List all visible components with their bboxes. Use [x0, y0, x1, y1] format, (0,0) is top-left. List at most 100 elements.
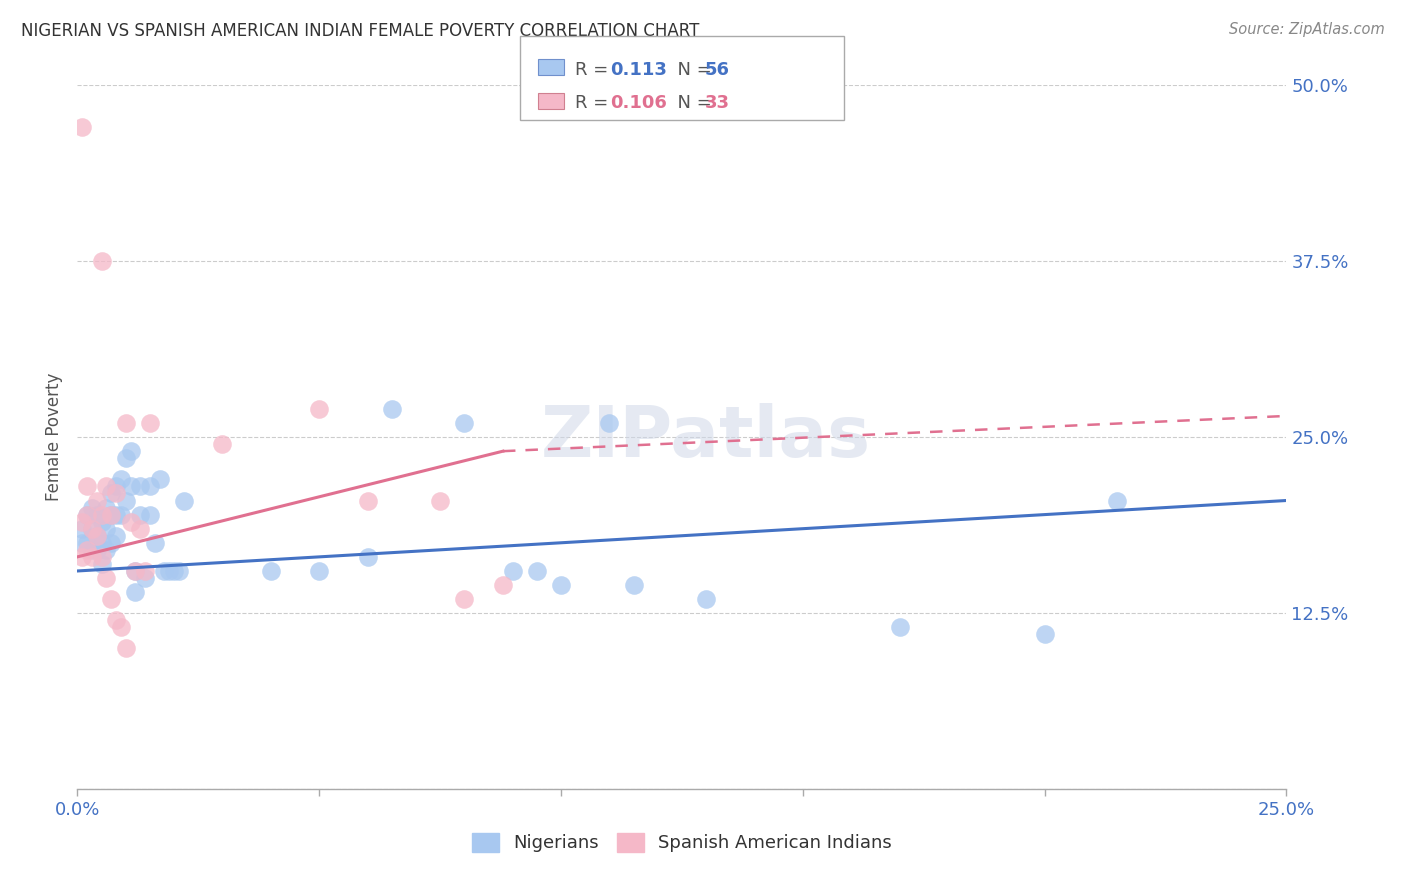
Point [173, 493, 195, 508]
Point [308, 401, 330, 416]
Point [86, 508, 108, 522]
Text: NIGERIAN VS SPANISH AMERICAN INDIAN FEMALE POVERTY CORRELATION CHART: NIGERIAN VS SPANISH AMERICAN INDIAN FEMA… [21, 22, 699, 40]
Text: 33: 33 [704, 94, 730, 112]
Point [453, 416, 475, 430]
Point [105, 486, 128, 500]
Point [110, 508, 132, 522]
Point [429, 493, 451, 508]
Point [623, 578, 645, 592]
Point [356, 493, 378, 508]
Point [80, 522, 103, 536]
Point [120, 479, 142, 493]
Point [105, 479, 128, 493]
Point [114, 416, 136, 430]
Point [110, 472, 132, 486]
Point [129, 479, 152, 493]
Point [100, 592, 122, 607]
Point [114, 493, 136, 508]
Point [148, 472, 170, 486]
Point [90, 549, 112, 564]
Point [86, 493, 108, 508]
Point [381, 401, 404, 416]
Point [76, 508, 98, 522]
Point [526, 564, 548, 578]
Point [100, 486, 122, 500]
Point [139, 416, 162, 430]
Point [70, 120, 93, 134]
Point [105, 529, 128, 543]
Point [70, 535, 93, 549]
Point [105, 613, 128, 627]
Point [70, 515, 93, 529]
Point [90, 515, 112, 529]
Point [70, 522, 93, 536]
Point [114, 451, 136, 466]
Point [143, 535, 166, 549]
Point [502, 564, 524, 578]
Point [260, 564, 283, 578]
Point [120, 444, 142, 458]
Point [90, 557, 112, 571]
Point [124, 564, 146, 578]
Point [90, 508, 112, 522]
Point [86, 529, 108, 543]
Point [492, 578, 515, 592]
Text: N =: N = [666, 61, 718, 78]
Point [96, 500, 118, 515]
Text: Source: ZipAtlas.com: Source: ZipAtlas.com [1229, 22, 1385, 37]
Text: N =: N = [666, 94, 718, 112]
Point [695, 592, 717, 607]
Point [129, 522, 152, 536]
Text: ZIPatlas: ZIPatlas [541, 402, 872, 472]
Point [1107, 493, 1129, 508]
Point [105, 508, 128, 522]
Point [80, 522, 103, 536]
Point [90, 535, 112, 549]
Text: R =: R = [575, 94, 620, 112]
Point [356, 549, 378, 564]
Point [76, 508, 98, 522]
Point [96, 571, 118, 585]
Point [129, 508, 152, 522]
Text: 0.113: 0.113 [610, 61, 666, 78]
Point [96, 522, 118, 536]
Point [211, 437, 233, 451]
Point [308, 564, 330, 578]
Point [110, 620, 132, 634]
Point [889, 620, 911, 634]
Point [1033, 627, 1056, 641]
Point [139, 479, 162, 493]
Point [80, 542, 103, 557]
Point [139, 508, 162, 522]
Point [96, 542, 118, 557]
Point [86, 542, 108, 557]
Legend: Nigerians, Spanish American Indians: Nigerians, Spanish American Indians [463, 824, 901, 862]
Point [100, 508, 122, 522]
Point [157, 564, 180, 578]
Point [114, 641, 136, 656]
Point [76, 535, 98, 549]
Y-axis label: Female Poverty: Female Poverty [45, 373, 63, 501]
Point [96, 479, 118, 493]
Point [80, 500, 103, 515]
Point [124, 585, 146, 599]
Point [167, 564, 190, 578]
Point [76, 542, 98, 557]
Text: 0.106: 0.106 [610, 94, 666, 112]
Point [90, 253, 112, 268]
Point [453, 592, 475, 607]
Text: R =: R = [575, 61, 620, 78]
Point [153, 564, 176, 578]
Point [80, 549, 103, 564]
Point [120, 515, 142, 529]
Point [598, 416, 620, 430]
Point [124, 564, 146, 578]
Point [550, 578, 572, 592]
Point [100, 535, 122, 549]
Point [76, 479, 98, 493]
Point [134, 564, 156, 578]
Point [86, 529, 108, 543]
Text: 56: 56 [704, 61, 730, 78]
Point [134, 571, 156, 585]
Point [100, 508, 122, 522]
